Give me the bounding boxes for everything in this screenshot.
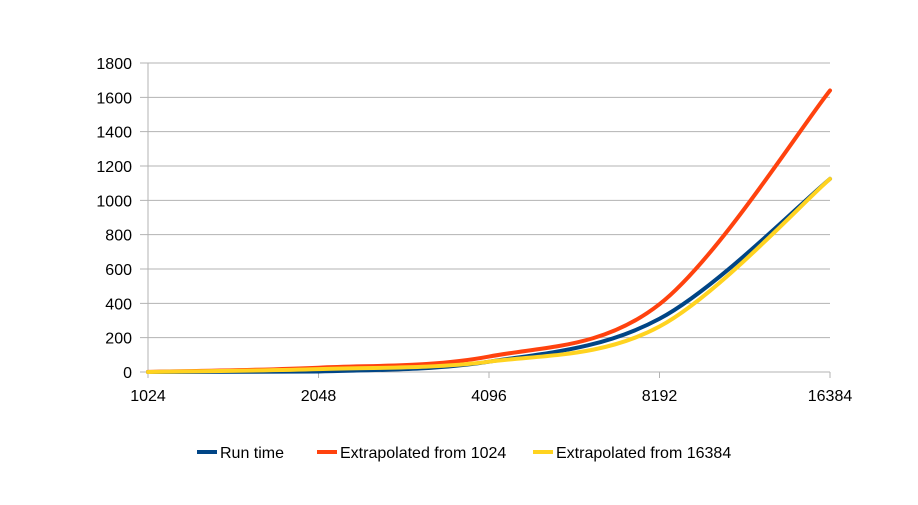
legend: Run time Extrapolated from 1024 Extrapolat… [197,445,731,462]
y-tick-label: 1200 [96,159,132,176]
legend-label: Run time [220,445,284,462]
series-line-extrapolated-from-16384 [146,176,832,374]
y-tick-label: 400 [105,296,132,313]
gridlines [140,62,830,378]
y-tick-label: 800 [105,228,132,245]
legend-label: Extrapolated from 16384 [556,445,731,462]
x-tick-label: 2048 [301,388,337,405]
x-tick-label: 16384 [808,388,853,405]
y-tick-label: 0 [123,365,132,382]
x-tick-label: 8192 [642,388,678,405]
y-tick-label: 1000 [96,193,132,210]
y-tick-label: 600 [105,262,132,279]
y-tick-label: 200 [105,331,132,348]
series-line-extrapolated-from-1024 [146,88,832,374]
y-tick-label: 1400 [96,125,132,142]
y-tick-label: 1800 [96,56,132,73]
x-axis-tick-labels: 1024 2048 4096 8192 16384 [130,372,852,405]
x-tick-label: 1024 [130,388,166,405]
x-tick-label: 4096 [471,388,507,405]
y-tick-label: 1600 [96,90,132,107]
legend-label: Extrapolated from 1024 [340,445,506,462]
y-axis-tick-labels: 0 200 400 600 800 1000 1200 1400 1600 1800 [96,56,132,382]
series-lines [146,88,832,374]
